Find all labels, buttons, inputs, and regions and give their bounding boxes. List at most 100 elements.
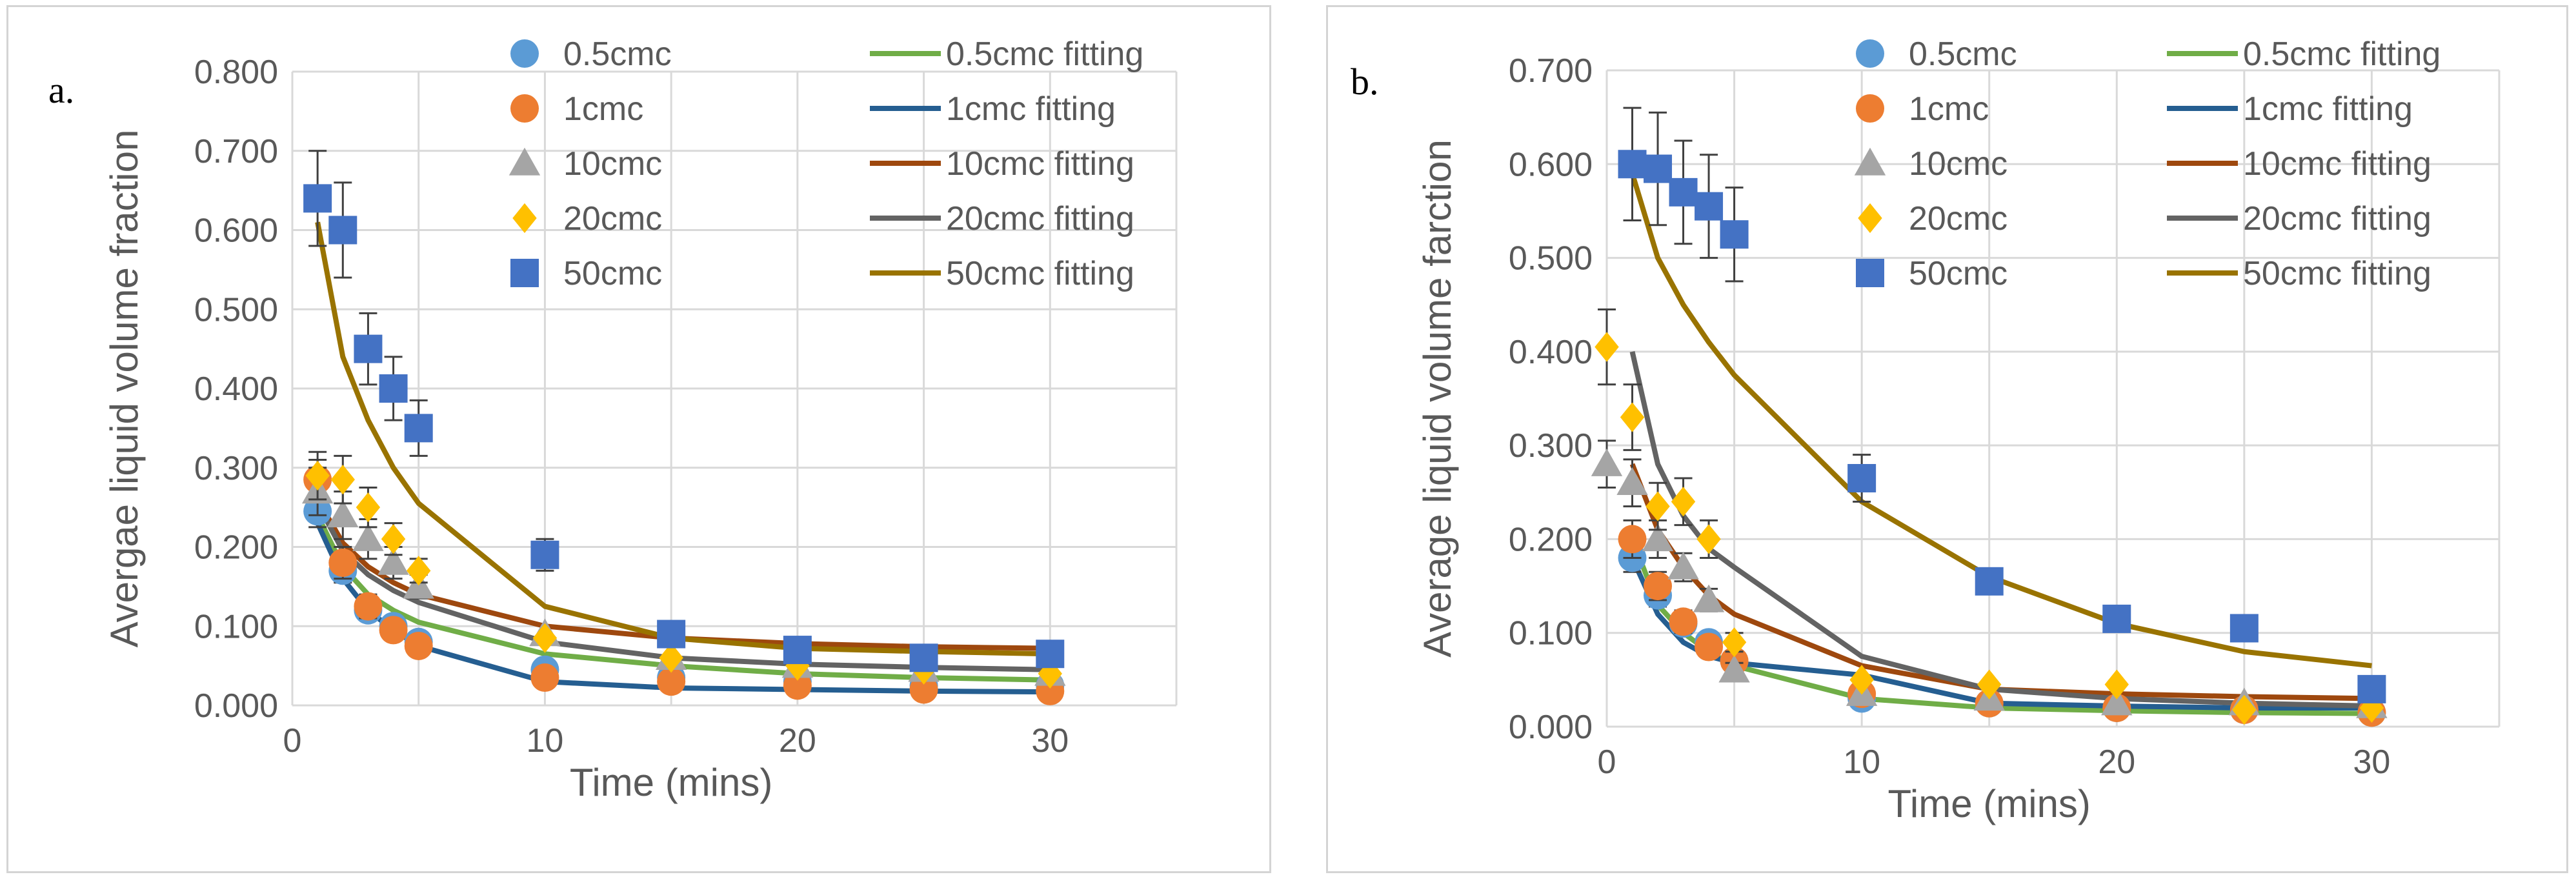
chart-b-point-10cmc: [1642, 523, 1674, 552]
chart-b-legend: 0.5cmc 1cmc 10cmc 20cmc 50cmc 0.5cmc fitting 1…: [1854, 35, 2440, 292]
chart-b-point-20cmc: [2232, 694, 2257, 725]
chart-a-y-tick-label: 0.300: [194, 450, 278, 487]
chart-a-y-tick-label: 0.200: [194, 529, 278, 567]
chart-b-legend-label: 10cmc: [1909, 145, 2007, 183]
chart-b-point-10cmc: [1591, 449, 1623, 476]
chart-a-point-50cmc: [379, 374, 408, 403]
chart-a-x-tick-label: 20: [779, 722, 816, 760]
chart-b-y-tick-label: 0.200: [1509, 521, 1593, 558]
chart-b-point-20cmc: [2104, 669, 2129, 700]
chart-b-point-50cmc: [1720, 220, 1749, 249]
chart-a-series-20cmc: [305, 450, 1062, 689]
chart-a-point-20cmc: [381, 524, 406, 554]
chart-b-y-tick-label: 0.700: [1509, 52, 1593, 90]
chart-b-y-tick-label: 0.300: [1509, 427, 1593, 465]
chart-a-y-tick-label: 0.000: [194, 687, 278, 725]
chart-b-x-tick-label: 0: [1598, 743, 1616, 781]
chart-b-point-20cmc: [1595, 332, 1619, 362]
chart-a-legend: 0.5cmc 1cmc 10cmc 20cmc 50cmc 0.5cmc fitting 1…: [508, 35, 1143, 292]
chart-b-legend-label: 10cmc fitting: [2243, 145, 2431, 183]
chart-b-legend-label: 20cmc fitting: [2243, 200, 2431, 237]
chart-a-legend-label: 20cmc fitting: [946, 200, 1134, 237]
chart-a-point-20cmc: [356, 492, 381, 523]
chart-a-legend-marker: [512, 203, 537, 234]
chart-a-y-tick-label: 0.100: [194, 608, 278, 645]
chart-b-point-50cmc: [1695, 192, 1724, 221]
chart-b-series-50cmc: [1618, 106, 2386, 703]
chart-a-point-50cmc: [354, 334, 383, 363]
chart-b-x-axis-title: Time (mins): [1888, 782, 2091, 825]
chart-a-y-tick-label: 0.500: [194, 291, 278, 328]
chart-a-legend-label: 0.5cmc: [563, 35, 672, 73]
chart-b-point-50cmc: [1975, 567, 2004, 596]
chart-b-legend-label: 1cmc fitting: [2243, 90, 2413, 128]
chart-a-point-10cmc: [327, 500, 359, 528]
chart-b-point-10cmc: [1693, 584, 1725, 612]
chart-a-point-1cmc: [328, 549, 357, 578]
chart-a-point-1cmc: [404, 631, 433, 660]
chart-a-point-1cmc: [783, 671, 812, 700]
chart-panel-b: 0.000 0.100 0.200 0.300 0.400 0.500 0.600 0.700…: [1326, 5, 2568, 873]
chart-b-point-10cmc: [1667, 551, 1699, 580]
chart-b-point-1cmc: [1618, 525, 1647, 554]
chart-a-point-20cmc: [532, 623, 558, 653]
chart-b-point-20cmc: [1722, 627, 1747, 658]
chart-a-point-1cmc: [657, 667, 686, 696]
chart-a-point-20cmc: [330, 465, 355, 495]
chart-b-fit-line-50cmc-fitting: [1629, 172, 2372, 669]
chart-a-legend-marker: [510, 94, 539, 123]
chart-a-fit-line-1cmc-fitting: [315, 522, 1051, 695]
chart-b-x-tick-label: 30: [2353, 743, 2391, 781]
chart-a-point-50cmc: [909, 643, 938, 672]
chart-b-point-20cmc: [1696, 524, 1721, 554]
chart-a-point-20cmc: [659, 643, 683, 673]
chart-b-x-tick-label: 20: [2098, 743, 2135, 781]
chart-a-legend-label: 1cmc fitting: [946, 90, 1116, 128]
chart-a-point-10cmc: [352, 523, 384, 551]
chart-b-point-50cmc: [2102, 604, 2131, 633]
chart-a-point-50cmc: [404, 414, 433, 443]
chart-a-legend-label: 10cmc: [563, 145, 662, 183]
chart-a-svg: 0.000 0.100 0.200 0.300 0.400 0.500 0.600 0.700…: [48, 35, 1178, 804]
chart-b-point-50cmc: [1669, 177, 1698, 207]
chart-a-legend-label: 20cmc: [563, 200, 662, 237]
chart-b-y-axis-title: Average liquid volume farction: [1416, 139, 1459, 658]
chart-a-panel-label: a.: [48, 69, 74, 111]
chart-b-svg: 0.000 0.100 0.200 0.300 0.400 0.500 0.600 0.700…: [1351, 35, 2501, 825]
chart-panel-a: 0.000 0.100 0.200 0.300 0.400 0.500 0.600 0.700…: [6, 5, 1271, 873]
chart-a-y-tick-label: 0.400: [194, 370, 278, 408]
chart-b-legend-marker: [1854, 147, 1886, 176]
chart-a-x-tick-label: 30: [1031, 722, 1069, 760]
chart-b-y-tick-label: 0.400: [1509, 334, 1593, 371]
chart-b-point-20cmc: [1620, 402, 1645, 432]
chart-b-point-50cmc: [2229, 614, 2259, 643]
chart-b-point-50cmc: [1644, 154, 1673, 183]
chart-a-x-tick-label: 10: [527, 722, 564, 760]
chart-b-y-tick-label: 0.500: [1509, 240, 1593, 278]
chart-b-legend-label: 50cmc fitting: [2243, 255, 2431, 292]
chart-a-point-50cmc: [783, 636, 812, 665]
chart-a-legend-label: 1cmc: [563, 90, 643, 128]
chart-b-point-10cmc: [1616, 467, 1648, 495]
chart-b-point-20cmc: [1645, 491, 1670, 521]
chart-b-point-50cmc: [2357, 674, 2386, 703]
chart-b-y-tick-label: 0.100: [1509, 615, 1593, 652]
chart-b-legend-marker: [1856, 94, 1884, 123]
chart-a-point-20cmc: [1038, 658, 1062, 689]
chart-a-point-20cmc: [305, 460, 330, 491]
chart-b-point-50cmc: [1847, 463, 1877, 492]
chart-a-x-axis-title: Time (mins): [570, 761, 772, 804]
chart-a-fit-line-50cmc-fitting: [315, 221, 1051, 657]
chart-a-point-50cmc: [657, 620, 686, 649]
chart-b-x-tick-label: 10: [1843, 743, 1880, 781]
chart-b-panel-label: b.: [1351, 61, 1379, 103]
chart-a-point-50cmc: [1036, 640, 1065, 669]
chart-a-y-tick-label: 0.600: [194, 212, 278, 250]
chart-a-y-tick-label: 0.700: [194, 133, 278, 170]
chart-a-point-1cmc: [530, 663, 559, 692]
chart-a-point-1cmc: [354, 592, 383, 621]
chart-b-point-1cmc: [1695, 632, 1724, 661]
chart-a-point-20cmc: [407, 556, 431, 586]
chart-a-point-1cmc: [909, 675, 938, 704]
chart-b-y-tick-label: 0.600: [1509, 146, 1593, 183]
